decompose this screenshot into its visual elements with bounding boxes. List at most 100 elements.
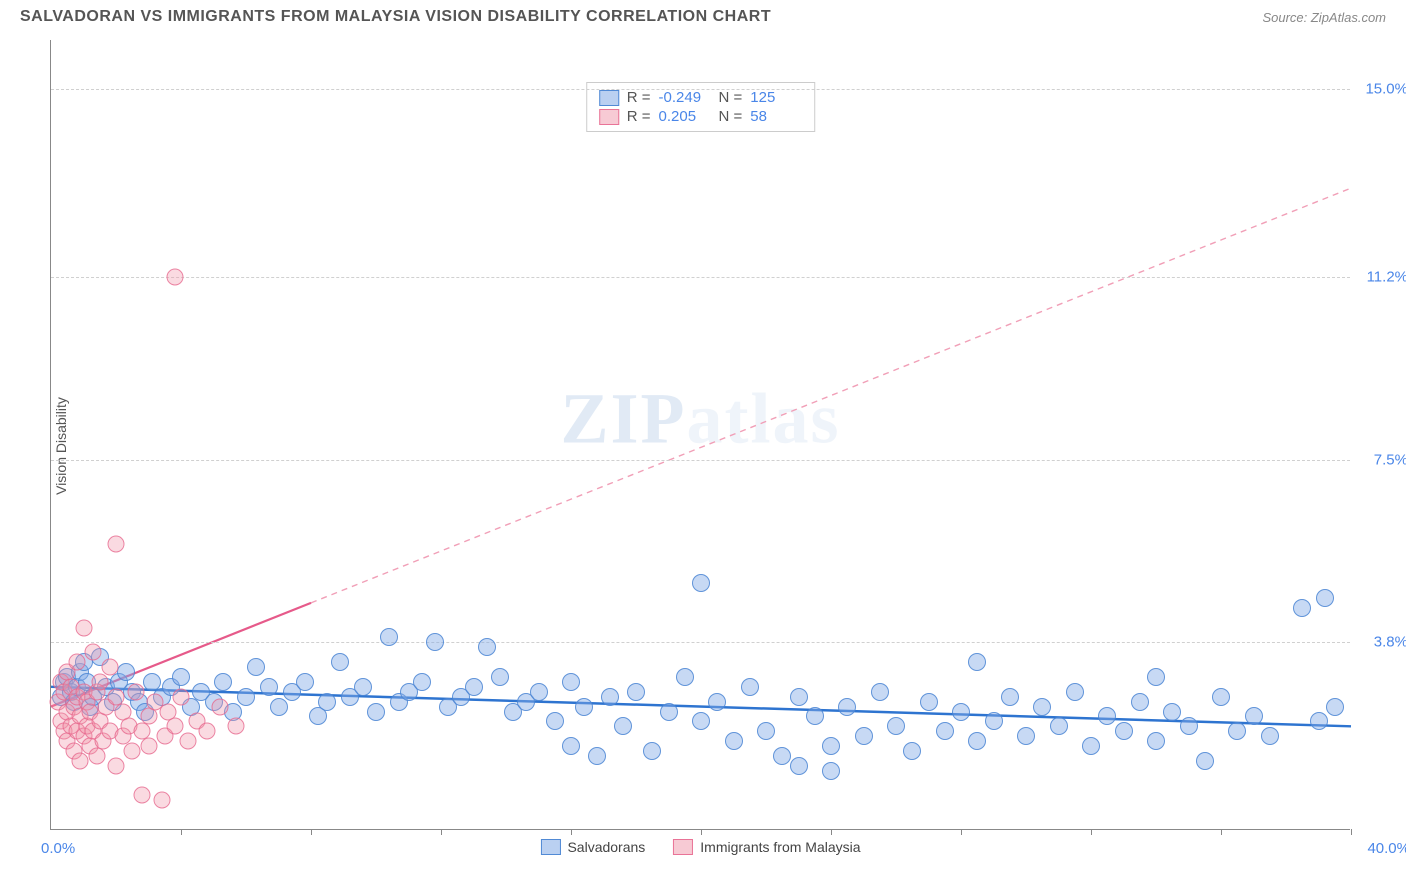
swatch-pink-icon — [599, 109, 619, 125]
scatter-point-series2 — [124, 743, 141, 760]
scatter-point-series1 — [773, 747, 791, 765]
gridline-h — [51, 642, 1350, 643]
scatter-point-series1 — [1316, 589, 1334, 607]
scatter-point-series1 — [562, 737, 580, 755]
n-label: N = — [719, 108, 743, 125]
scatter-point-series1 — [530, 683, 548, 701]
scatter-point-series1 — [1147, 668, 1165, 686]
scatter-point-series1 — [354, 678, 372, 696]
x-axis-max-label: 40.0% — [1367, 840, 1406, 857]
scatter-point-series2 — [228, 718, 245, 735]
scatter-point-series1 — [627, 683, 645, 701]
x-tick — [181, 829, 182, 835]
scatter-point-series1 — [871, 683, 889, 701]
legend-item-series2: Immigrants from Malaysia — [673, 839, 860, 855]
scatter-point-series1 — [887, 717, 905, 735]
scatter-point-series1 — [920, 693, 938, 711]
scatter-point-series1 — [1066, 683, 1084, 701]
scatter-point-series1 — [676, 668, 694, 686]
scatter-point-series1 — [1310, 712, 1328, 730]
scatter-point-series1 — [692, 712, 710, 730]
scatter-point-series1 — [936, 722, 954, 740]
r-label: R = — [627, 108, 651, 125]
swatch-blue-icon — [540, 839, 560, 855]
watermark: ZIPatlas — [560, 377, 840, 460]
scatter-point-series2 — [153, 792, 170, 809]
scatter-point-series1 — [117, 663, 135, 681]
scatter-point-series1 — [968, 653, 986, 671]
scatter-point-series1 — [601, 688, 619, 706]
scatter-point-series1 — [546, 712, 564, 730]
scatter-point-series1 — [1098, 707, 1116, 725]
scatter-point-series1 — [296, 673, 314, 691]
y-tick-label: 15.0% — [1365, 81, 1406, 98]
legend-label-series1: Salvadorans — [567, 839, 645, 855]
scatter-point-series2 — [140, 738, 157, 755]
scatter-point-series2 — [88, 747, 105, 764]
scatter-point-series1 — [1212, 688, 1230, 706]
scatter-point-series1 — [1196, 752, 1214, 770]
trendline — [311, 188, 1351, 603]
scatter-point-series1 — [413, 673, 431, 691]
scatter-point-series1 — [562, 673, 580, 691]
legend-label-series2: Immigrants from Malaysia — [700, 839, 860, 855]
scatter-point-series2 — [127, 683, 144, 700]
x-axis-origin-label: 0.0% — [41, 840, 75, 857]
scatter-point-series2 — [75, 619, 92, 636]
r-label: R = — [627, 89, 651, 106]
scatter-point-series1 — [331, 653, 349, 671]
scatter-point-series1 — [692, 574, 710, 592]
scatter-point-series2 — [173, 688, 190, 705]
x-tick — [311, 829, 312, 835]
x-tick — [1351, 829, 1352, 835]
x-tick — [571, 829, 572, 835]
bottom-legend: Salvadorans Immigrants from Malaysia — [540, 839, 860, 855]
x-tick — [1221, 829, 1222, 835]
scatter-point-series1 — [1115, 722, 1133, 740]
scatter-point-series1 — [614, 717, 632, 735]
scatter-point-series1 — [757, 722, 775, 740]
scatter-point-series2 — [108, 757, 125, 774]
source-attribution: Source: ZipAtlas.com — [1262, 10, 1386, 25]
scatter-point-series1 — [1180, 717, 1198, 735]
scatter-point-series1 — [952, 703, 970, 721]
chart-title: SALVADORAN VS IMMIGRANTS FROM MALAYSIA V… — [20, 8, 771, 26]
scatter-point-series1 — [725, 732, 743, 750]
scatter-point-series2 — [166, 269, 183, 286]
scatter-point-series1 — [214, 673, 232, 691]
stats-row-series1: R = -0.249 N = 125 — [599, 88, 803, 107]
scatter-point-series1 — [806, 707, 824, 725]
scatter-point-series1 — [1017, 727, 1035, 745]
scatter-point-series1 — [643, 742, 661, 760]
scatter-point-series1 — [478, 638, 496, 656]
scatter-point-series1 — [260, 678, 278, 696]
scatter-point-series1 — [367, 703, 385, 721]
scatter-point-series1 — [708, 693, 726, 711]
scatter-point-series2 — [166, 718, 183, 735]
legend-item-series1: Salvadorans — [540, 839, 645, 855]
scatter-point-series1 — [588, 747, 606, 765]
scatter-point-series1 — [426, 633, 444, 651]
scatter-point-series1 — [172, 668, 190, 686]
scatter-point-series1 — [247, 658, 265, 676]
scatter-point-series2 — [140, 708, 157, 725]
scatter-point-series2 — [134, 787, 151, 804]
scatter-point-series2 — [85, 644, 102, 661]
scatter-point-series1 — [822, 762, 840, 780]
scatter-point-series1 — [1050, 717, 1068, 735]
scatter-point-series1 — [985, 712, 1003, 730]
scatter-point-series2 — [179, 733, 196, 750]
scatter-point-series1 — [491, 668, 509, 686]
scatter-point-series1 — [1001, 688, 1019, 706]
scatter-point-series1 — [1131, 693, 1149, 711]
scatter-point-series1 — [1326, 698, 1344, 716]
scatter-point-series2 — [72, 752, 89, 769]
scatter-point-series1 — [1245, 707, 1263, 725]
scatter-point-series2 — [101, 659, 118, 676]
x-tick — [701, 829, 702, 835]
scatter-point-series1 — [855, 727, 873, 745]
scatter-point-series1 — [380, 628, 398, 646]
scatter-point-series1 — [822, 737, 840, 755]
scatter-point-series2 — [69, 654, 86, 671]
scatter-point-series1 — [1147, 732, 1165, 750]
